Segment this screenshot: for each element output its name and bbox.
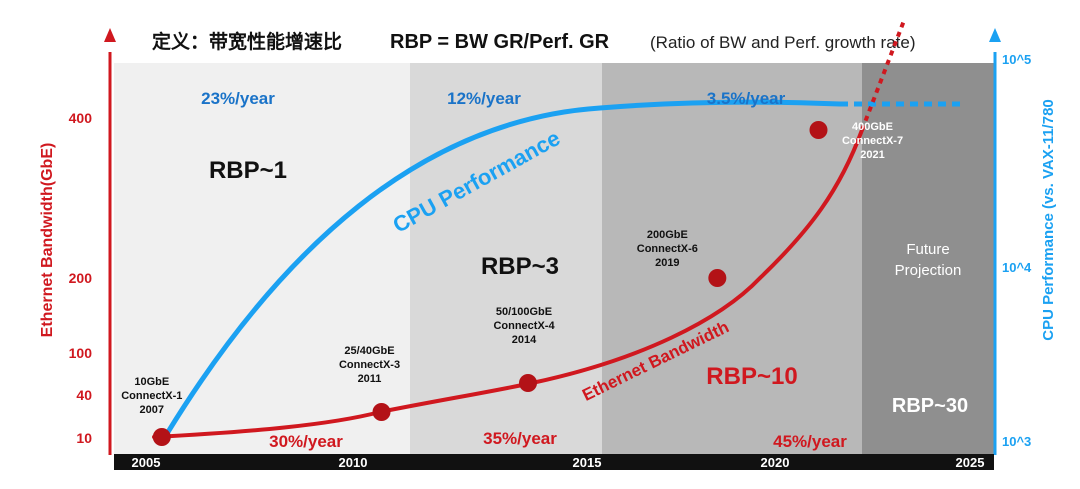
ethernet-point-3-label-2: ConnectX-4: [493, 320, 555, 332]
left-tick-10: 10: [76, 430, 92, 446]
region4-rbp: RBP~30: [892, 395, 968, 417]
ethernet-point-3: [519, 374, 537, 392]
ethernet-point-5-label-2: ConnectX-7: [842, 135, 903, 147]
right-tick-1e3: 10^3: [1002, 434, 1031, 449]
ethernet-point-5: [809, 121, 828, 139]
ethernet-point-1-label-2: ConnectX-1: [121, 390, 182, 402]
x-tick-labels: 2005 2010 2015 2020 2025: [132, 455, 985, 470]
right-tick-1e4: 10^4: [1002, 260, 1032, 275]
right-axis-label: CPU Performance (vs. VAX-11/780: [1040, 99, 1057, 341]
ethernet-point-1-label-3: 2007: [140, 404, 164, 416]
ethernet-point-1: [152, 428, 171, 446]
left-tick-100: 100: [69, 345, 93, 361]
ethernet-point-4-label-3: 2019: [655, 257, 679, 269]
left-axis-arrowhead: [104, 28, 116, 42]
title-formula: RBP = BW GR/Perf. GR: [390, 31, 610, 53]
ethernet-point-2: [372, 403, 391, 421]
region-band-3: [602, 63, 862, 454]
left-tick-40: 40: [76, 387, 92, 403]
title-zh: 定义：带宽性能增速比: [152, 30, 342, 53]
region3-rbp: RBP~10: [706, 363, 797, 390]
data-points-layer: 10GbE ConnectX-1 2007 25/40GbE ConnectX-3 201…: [121, 121, 903, 446]
region1-rbp: RBP~1: [209, 157, 287, 184]
ethernet-point-2-label-2: ConnectX-3: [339, 359, 400, 371]
ethernet-point-5-label-1: 400GbE: [852, 121, 893, 133]
ethernet-point-5-label-3: 2021: [860, 149, 884, 161]
x-tick-2025: 2025: [956, 455, 985, 470]
cpu-performance-curve: [165, 99, 843, 435]
region-band-4: [862, 63, 994, 454]
region1-growth: 23%/year: [201, 89, 275, 108]
x-tick-2010: 2010: [339, 455, 368, 470]
right-tick-1e5: 10^5: [1002, 52, 1031, 67]
x-tick-2015: 2015: [573, 455, 602, 470]
ethernet-point-2-label-3: 2011: [358, 373, 382, 385]
region4-label2: Projection: [895, 262, 962, 279]
x-axis-bar: [114, 454, 994, 470]
left-tick-400: 400: [69, 110, 93, 126]
regions-layer: [114, 63, 994, 454]
ethernet-point-3-label-1: 50/100GbE: [496, 306, 552, 318]
region2-rbp: RBP~3: [481, 253, 559, 280]
x-tick-2020: 2020: [761, 455, 790, 470]
x-tick-2005: 2005: [132, 455, 161, 470]
ethernet-point-4: [708, 269, 727, 287]
region-band-1: [114, 63, 410, 454]
eth-growth-2: 35%/year: [483, 429, 557, 448]
ethernet-point-4-label-1: 200GbE: [647, 229, 688, 241]
title-note: (Ratio of BW and Perf. growth rate): [650, 33, 916, 52]
eth-growth-1: 30%/year: [269, 432, 343, 451]
right-axis-arrowhead: [989, 28, 1001, 42]
left-tick-200: 200: [69, 270, 93, 286]
ethernet-point-1-label-1: 10GbE: [134, 376, 169, 388]
ethernet-point-3-label-3: 2014: [512, 334, 537, 346]
region3-growth: 3.5%/year: [707, 89, 786, 108]
left-axis-label: Ethernet Bandwidth(GbE): [39, 143, 56, 338]
eth-growth-3: 45%/year: [773, 432, 847, 451]
region2-growth: 12%/year: [447, 89, 521, 108]
region4-label1: Future: [906, 241, 949, 258]
ethernet-point-4-label-2: ConnectX-6: [637, 243, 698, 255]
ethernet-point-2-label-1: 25/40GbE: [344, 345, 394, 357]
